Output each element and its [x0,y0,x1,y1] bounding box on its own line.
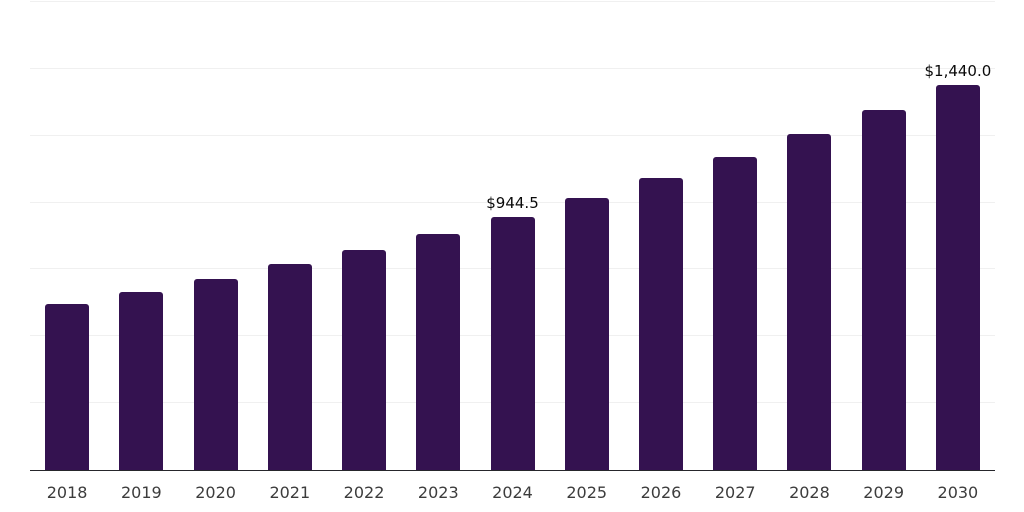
gridline [30,1,995,2]
x-tick-label: 2029 [863,483,904,502]
bar-value-label: $1,440.0 [924,61,992,80]
x-tick-label: 2019 [120,483,162,502]
x-tick-label: 2021 [269,483,311,502]
bar-2027 [713,157,758,470]
x-tick-label: 2023 [417,483,459,502]
gridline [30,67,995,69]
x-tick-label: 2025 [566,483,608,502]
bar-2022 [342,250,387,470]
gridline [30,134,995,136]
x-tick-label: 2028 [789,483,830,502]
plot-area: $944.5 $1,440.0 [30,1,995,471]
x-tick-label: 2027 [714,483,756,502]
bar-2018 [45,303,90,470]
bar-2028 [787,133,832,470]
bar-2029 [861,109,906,470]
bar-2021 [267,264,312,470]
x-tick-label: 2022 [343,483,385,502]
x-tick-label: 2020 [195,483,236,502]
bar-2020 [193,279,238,470]
bar-2026 [638,177,683,470]
bar-value-label: $944.5 [486,194,539,213]
x-axis-line [30,469,995,471]
bar-2019 [119,291,164,470]
bar-2024 [490,217,535,470]
x-tick-label: 2018 [46,483,88,502]
bar-2023 [416,234,461,470]
x-tick-label: 2024 [492,483,533,502]
x-tick-label: 2026 [640,483,682,502]
bar-2025 [564,198,609,470]
bar-2030 [935,84,980,470]
gridline [30,201,995,203]
x-tick-label: 2030 [937,483,979,502]
